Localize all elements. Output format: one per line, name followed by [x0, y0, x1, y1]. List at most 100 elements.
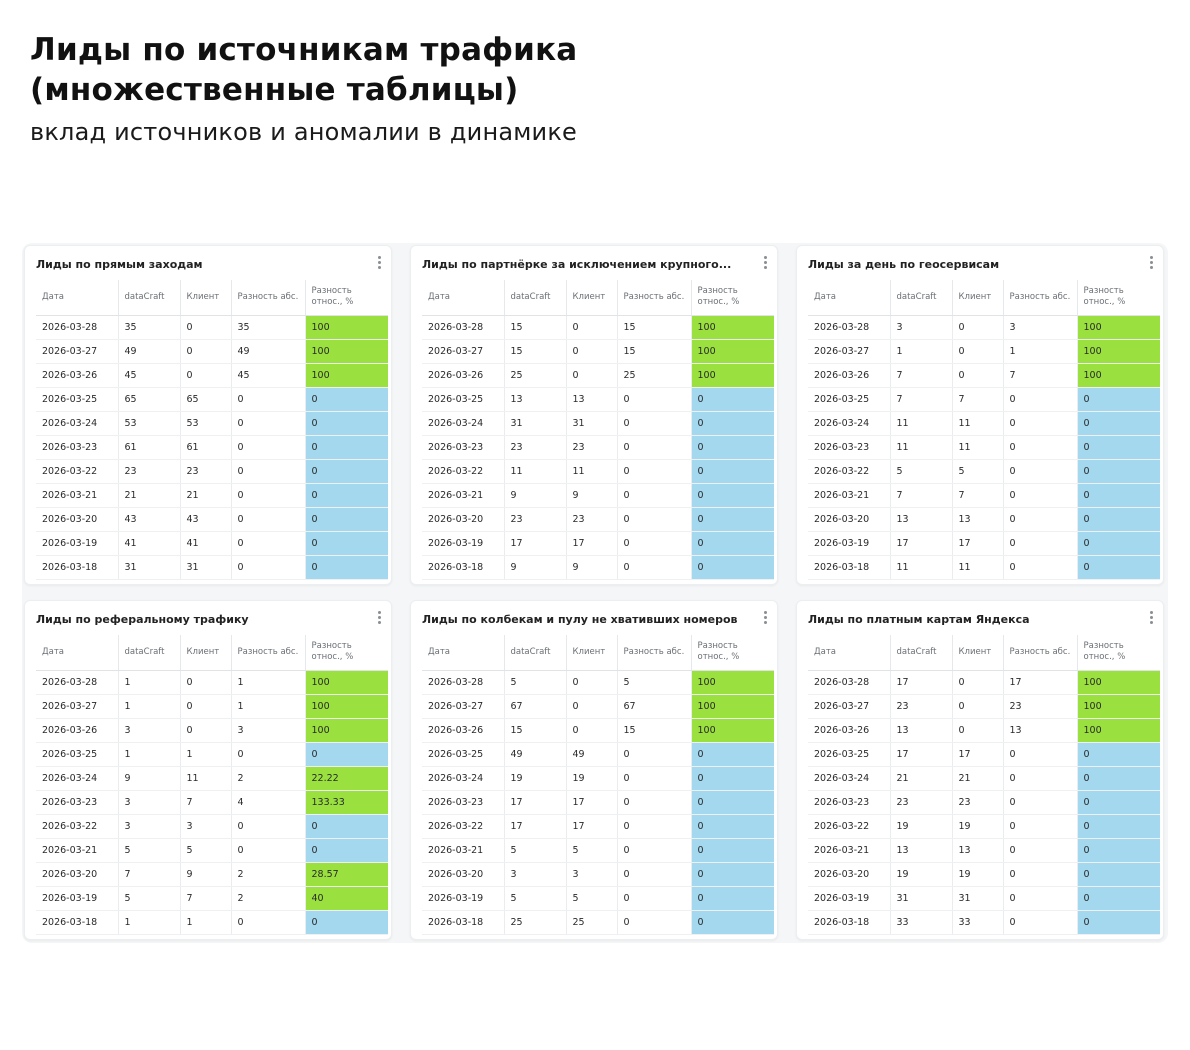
column-header-diff-rel[interactable]: Разность относ., %	[691, 280, 774, 316]
cell-diff-abs: 35	[231, 315, 306, 340]
table-row: 2026-03-22 19 19 0 0	[808, 814, 1160, 839]
more-options-icon[interactable]	[1147, 256, 1155, 272]
column-header-client[interactable]: Клиент	[566, 280, 618, 316]
more-options-icon[interactable]	[761, 611, 769, 627]
cell-date: 2026-03-22	[422, 459, 505, 484]
cell-date: 2026-03-23	[422, 790, 505, 815]
cell-client: 0	[952, 363, 1004, 388]
more-options-icon[interactable]	[761, 256, 769, 272]
column-header-date[interactable]: Дата	[808, 635, 891, 671]
cell-diff-rel: 100	[691, 315, 774, 340]
column-header-diff-rel[interactable]: Разность относ., %	[305, 280, 388, 316]
cell-diff-abs: 67	[617, 694, 692, 719]
card-header: Лиды за день по геосервисам	[797, 246, 1163, 280]
cell-client: 53	[180, 411, 232, 436]
cell-diff-abs: 17	[1003, 670, 1078, 695]
column-header-datacraft[interactable]: dataCraft	[504, 635, 567, 671]
column-header-date[interactable]: Дата	[36, 635, 119, 671]
column-header-date[interactable]: Дата	[422, 635, 505, 671]
cell-date: 2026-03-20	[808, 507, 891, 532]
card-title: Лиды по колбекам и пулу не хвативших ном…	[422, 613, 738, 626]
cell-client: 3	[566, 862, 618, 887]
column-header-client[interactable]: Клиент	[180, 280, 232, 316]
cell-datacraft: 11	[504, 459, 567, 484]
column-header-diff-abs[interactable]: Разность абс.	[231, 635, 306, 671]
cell-date: 2026-03-25	[808, 387, 891, 412]
cell-datacraft: 25	[504, 910, 567, 935]
cell-date: 2026-03-18	[808, 555, 891, 580]
cell-diff-abs: 4	[231, 790, 306, 815]
column-header-diff-abs[interactable]: Разность абс.	[1003, 635, 1078, 671]
cell-date: 2026-03-26	[808, 718, 891, 743]
cell-datacraft: 31	[890, 886, 953, 911]
more-options-icon[interactable]	[1147, 611, 1155, 627]
column-header-diff-abs[interactable]: Разность абс.	[1003, 280, 1078, 316]
cell-diff-abs: 0	[1003, 459, 1078, 484]
cell-datacraft: 3	[504, 862, 567, 887]
cell-datacraft: 5	[504, 838, 567, 863]
column-header-datacraft[interactable]: dataCraft	[890, 635, 953, 671]
column-header-diff-rel[interactable]: Разность относ., %	[1077, 280, 1160, 316]
column-header-datacraft[interactable]: dataCraft	[118, 280, 181, 316]
card-title: Лиды по партнёрке за исключением крупног…	[422, 258, 732, 271]
cell-diff-rel: 0	[305, 838, 388, 863]
cell-diff-abs: 0	[231, 459, 306, 484]
cell-client: 0	[566, 315, 618, 340]
table-row: 2026-03-23 17 17 0 0	[422, 790, 774, 815]
cell-datacraft: 23	[504, 435, 567, 460]
column-header-diff-rel[interactable]: Разность относ., %	[691, 635, 774, 671]
column-header-datacraft[interactable]: dataCraft	[890, 280, 953, 316]
column-header-diff-abs[interactable]: Разность абс.	[617, 280, 692, 316]
column-header-client[interactable]: Клиент	[952, 280, 1004, 316]
column-header-diff-abs[interactable]: Разность абс.	[231, 280, 306, 316]
cell-diff-abs: 0	[617, 459, 692, 484]
cell-client: 17	[952, 742, 1004, 767]
cell-datacraft: 23	[118, 459, 181, 484]
table-row: 2026-03-20 13 13 0 0	[808, 507, 1160, 532]
table-row: 2026-03-19 5 7 2 40	[36, 886, 388, 911]
table-row: 2026-03-22 11 11 0 0	[422, 459, 774, 484]
card-header: Лиды по партнёрке за исключением крупног…	[411, 246, 777, 280]
table-row: 2026-03-27 15 0 15 100	[422, 339, 774, 364]
cell-date: 2026-03-23	[808, 435, 891, 460]
column-header-date[interactable]: Дата	[36, 280, 119, 316]
cell-date: 2026-03-24	[808, 411, 891, 436]
more-options-icon[interactable]	[375, 256, 383, 272]
column-header-diff-rel[interactable]: Разность относ., %	[1077, 635, 1160, 671]
cell-datacraft: 45	[118, 363, 181, 388]
table-row: 2026-03-19 41 41 0 0	[36, 531, 388, 556]
cell-date: 2026-03-20	[422, 862, 505, 887]
cell-date: 2026-03-21	[808, 838, 891, 863]
cell-diff-abs: 1	[231, 694, 306, 719]
more-options-icon[interactable]	[375, 611, 383, 627]
cell-client: 21	[180, 483, 232, 508]
column-header-client[interactable]: Клиент	[180, 635, 232, 671]
cell-diff-abs: 0	[617, 531, 692, 556]
column-header-diff-rel[interactable]: Разность относ., %	[305, 635, 388, 671]
more-options-dot	[763, 621, 767, 624]
column-header-datacraft[interactable]: dataCraft	[504, 280, 567, 316]
cell-datacraft: 31	[504, 411, 567, 436]
more-options-dot	[763, 261, 767, 264]
cell-date: 2026-03-24	[422, 411, 505, 436]
cell-datacraft: 35	[118, 315, 181, 340]
table-row: 2026-03-21 9 9 0 0	[422, 483, 774, 508]
column-header-client[interactable]: Клиент	[566, 635, 618, 671]
cell-diff-abs: 49	[231, 339, 306, 364]
cell-datacraft: 9	[118, 766, 181, 791]
cell-date: 2026-03-23	[422, 435, 505, 460]
cell-diff-abs: 0	[1003, 838, 1078, 863]
column-header-datacraft[interactable]: dataCraft	[118, 635, 181, 671]
cell-diff-rel: 100	[691, 718, 774, 743]
cell-datacraft: 17	[890, 531, 953, 556]
column-header-diff-abs[interactable]: Разность абс.	[617, 635, 692, 671]
column-header-date[interactable]: Дата	[422, 280, 505, 316]
cell-diff-rel: 0	[1077, 531, 1160, 556]
cell-date: 2026-03-26	[808, 363, 891, 388]
cell-diff-rel: 0	[305, 910, 388, 935]
cell-diff-rel: 0	[691, 531, 774, 556]
column-header-date[interactable]: Дата	[808, 280, 891, 316]
cell-diff-abs: 1	[1003, 339, 1078, 364]
cell-diff-abs: 0	[1003, 387, 1078, 412]
column-header-client[interactable]: Клиент	[952, 635, 1004, 671]
